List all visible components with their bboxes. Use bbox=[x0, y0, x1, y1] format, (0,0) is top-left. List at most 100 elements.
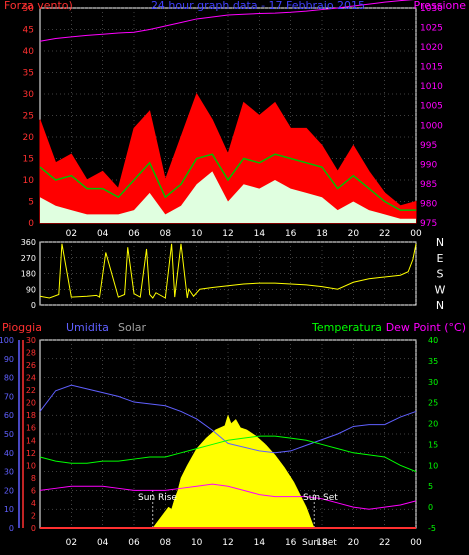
humidity-tick-label: 80 bbox=[4, 374, 14, 383]
pressure-tick-label: 1030 bbox=[420, 4, 443, 14]
wind-x-tick-label: 22 bbox=[379, 229, 390, 239]
solar-radiation-area bbox=[152, 414, 315, 529]
temperature-tick-label: 35 bbox=[428, 357, 438, 366]
direction-tick-label: 360 bbox=[21, 238, 36, 247]
rain-tick-label: 0 bbox=[31, 524, 36, 533]
chart-title: 24 hour graph data - 17 Febbraio 2015 bbox=[151, 0, 365, 12]
humidity-tick-label: 20 bbox=[4, 486, 14, 495]
pressure-tick-label: 975 bbox=[420, 219, 437, 229]
humidity-tick-labels: 0 10 20 30 40 50 60 70 80 90 100 bbox=[0, 336, 14, 533]
pressure-tick-label: 1015 bbox=[420, 63, 443, 73]
humidity-tick-label: 60 bbox=[4, 411, 14, 420]
solar-axis-title: Solar bbox=[118, 321, 147, 334]
wind-left-tick-labels: 0 5 10 15 20 25 30 35 40 45 50 bbox=[23, 4, 35, 229]
temperature-axis-title: Temperatura bbox=[311, 321, 382, 334]
humidity-tick-label: 10 bbox=[4, 505, 14, 514]
wind-x-tick-labels: 02 04 06 08 10 12 14 16 18 20 22 00 bbox=[66, 229, 422, 239]
wind-x-tick-label: 00 bbox=[410, 229, 422, 239]
climate-x-tick-label: 10 bbox=[191, 538, 203, 548]
humidity-tick-label: 30 bbox=[4, 468, 14, 477]
dewpoint-axis-title: Dew Point (°C) bbox=[386, 321, 466, 334]
rain-tick-label: 12 bbox=[26, 449, 36, 458]
pressure-tick-label: 1020 bbox=[420, 43, 443, 53]
wind-tick-label: 0 bbox=[28, 219, 34, 229]
wind-x-tick-label: 14 bbox=[254, 229, 266, 239]
direction-tick-labels: 0 90 180 270 360 bbox=[21, 238, 36, 310]
humidity-axis-title: Umidita bbox=[66, 321, 109, 334]
wind-series-group bbox=[39, 0, 417, 224]
wind-tick-label: 15 bbox=[23, 155, 34, 165]
sunrise-label: Sun Rise bbox=[138, 493, 177, 503]
temperature-tick-label: 15 bbox=[428, 440, 438, 449]
climate-x-tick-label: 12 bbox=[222, 538, 233, 548]
climate-x-tick-label: 08 bbox=[160, 538, 172, 548]
wind-tick-label: 30 bbox=[23, 90, 35, 100]
humidity-tick-label: 70 bbox=[4, 392, 14, 401]
humidity-tick-label: 0 bbox=[9, 524, 14, 533]
temperature-tick-label: 30 bbox=[428, 378, 438, 387]
temperature-tick-label: 0 bbox=[428, 503, 433, 512]
humidity-tick-label: 90 bbox=[4, 355, 14, 364]
pressure-tick-label: 1000 bbox=[420, 121, 443, 131]
compass-label: E bbox=[437, 252, 444, 265]
wind-speed-area bbox=[40, 171, 416, 223]
wind-tick-label: 5 bbox=[28, 198, 34, 208]
climate-x-tick-label: 22 bbox=[379, 538, 390, 548]
direction-tick-label: 180 bbox=[21, 270, 36, 279]
wind-x-tick-label: 02 bbox=[66, 229, 77, 239]
wind-average-line bbox=[39, 153, 416, 211]
wind-gust-area bbox=[39, 92, 417, 224]
temperature-tick-label: 10 bbox=[428, 461, 438, 470]
rain-axis-title: Pioggia bbox=[2, 321, 42, 334]
sunset-label: Sun Set bbox=[303, 493, 338, 503]
wind-tick-label: 35 bbox=[23, 69, 34, 79]
pressure-tick-label: 995 bbox=[420, 141, 437, 151]
rain-tick-label: 2 bbox=[31, 511, 36, 520]
wind-x-tick-label: 06 bbox=[128, 229, 140, 239]
wind-x-tick-label: 20 bbox=[348, 229, 360, 239]
dewpoint-line bbox=[39, 483, 417, 510]
climate-x-tick-label: 04 bbox=[97, 538, 109, 548]
pressure-tick-label: 985 bbox=[420, 180, 437, 190]
temperature-tick-label: 25 bbox=[428, 399, 438, 408]
climate-x-tick-label: 06 bbox=[128, 538, 140, 548]
rain-tick-label: 6 bbox=[31, 486, 36, 495]
wind-tick-label: 10 bbox=[23, 176, 35, 186]
climate-x-tick-label: 02 bbox=[66, 538, 77, 548]
climate-x-tick-label: 18 bbox=[316, 538, 328, 548]
solar-area-group bbox=[152, 414, 315, 529]
direction-tick-label: 0 bbox=[31, 301, 36, 310]
direction-series-group bbox=[39, 243, 417, 299]
rain-tick-label: 22 bbox=[26, 386, 36, 395]
climate-series-group bbox=[39, 384, 417, 529]
wind-axis-title: Forza vento) bbox=[4, 0, 73, 12]
rain-tick-label: 4 bbox=[31, 499, 36, 508]
wind-tick-label: 40 bbox=[23, 47, 35, 57]
climate-x-tick-label: 20 bbox=[348, 538, 360, 548]
rain-tick-label: 28 bbox=[26, 349, 36, 358]
pressure-tick-label: 1025 bbox=[420, 24, 443, 34]
rain-tick-label: 18 bbox=[26, 411, 36, 420]
wind-tick-label: 25 bbox=[23, 112, 34, 122]
rain-tick-label: 30 bbox=[26, 336, 36, 345]
pressure-tick-label: 990 bbox=[420, 160, 437, 170]
wind-x-tick-label: 04 bbox=[97, 229, 109, 239]
wind-tick-label: 20 bbox=[23, 133, 35, 143]
temperature-tick-label: 40 bbox=[428, 336, 438, 345]
temperature-tick-label: 5 bbox=[428, 482, 433, 491]
pressure-tick-label: 1010 bbox=[420, 82, 443, 92]
pressure-line bbox=[39, 0, 415, 42]
rain-tick-label: 24 bbox=[26, 374, 36, 383]
temperature-line bbox=[39, 435, 417, 473]
compass-label: S bbox=[437, 268, 444, 281]
temperature-tick-labels: -5 0 5 10 15 20 25 30 35 40 bbox=[428, 336, 438, 533]
climate-x-tick-label: 00 bbox=[410, 538, 422, 548]
rain-tick-label: 14 bbox=[26, 436, 36, 445]
rain-tick-label: 8 bbox=[31, 474, 36, 483]
temperature-tick-label: -5 bbox=[428, 524, 436, 533]
wind-tick-label: 45 bbox=[23, 26, 34, 36]
